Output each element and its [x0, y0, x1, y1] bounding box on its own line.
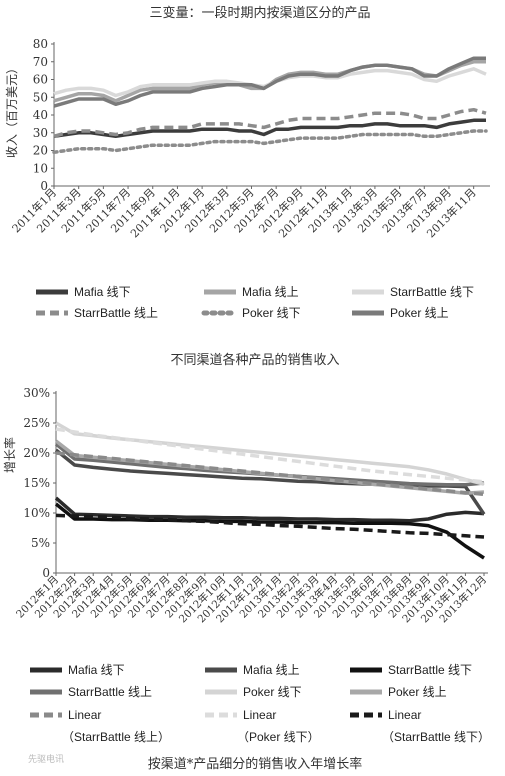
chart1-title: 三变量：一段时期内按渠道区分的产品	[149, 5, 370, 21]
legend-label: Poker 线下	[242, 306, 301, 320]
chart2-y-tick-label: 0	[42, 566, 50, 580]
chart1-series	[52, 56, 488, 155]
legend-label: Poker 线上	[388, 685, 447, 699]
legend-label: StarrBattle 线上	[68, 685, 152, 699]
chart2-title: 不同渠道各种产品的销售收入	[170, 352, 339, 368]
chart-growth: 不同渠道各种产品的销售收入 增长率 05%10%15%20%25%30%2012…	[2, 352, 490, 744]
chart1-y-tick-label: 0	[40, 179, 48, 193]
chart2-series-line	[54, 502, 485, 560]
chart-revenue: 三变量：一段时期内按渠道区分的产品 收入（百万美元） 0 10 20 30 40 50 60…	[5, 5, 490, 320]
chart1-y-tick-label: 70	[33, 55, 48, 69]
legend-label: Linear （Poker 线下）	[237, 708, 320, 744]
chart2-series-line	[55, 427, 485, 484]
chart1-y-tick-label: 30	[33, 126, 48, 140]
chart1-series-line	[53, 118, 486, 139]
chart1-y-tick-label: 50	[33, 90, 48, 104]
figure-caption: 按渠道*产品细分的销售收入年增长率	[148, 756, 363, 772]
chart2-y-tick-label: 20%	[23, 446, 50, 460]
legend-label: Linear （StarrBattle 线下）	[382, 708, 490, 744]
legend-label: Mafia 线上	[242, 285, 299, 299]
chart2-y-tick-label: 15%	[23, 476, 50, 490]
chart2-y-tick-label: 30%	[23, 386, 50, 400]
legend-label: StarrBattle 线上	[74, 306, 158, 320]
legend-label: Mafia 线下	[74, 285, 131, 299]
chart1-y-tick-label: 80	[33, 37, 48, 51]
chart1-axes: 010203040506070802011年1月2011年3月2011年5月20…	[9, 37, 490, 240]
chart2-y-tick-label: 25%	[23, 416, 50, 430]
chart2-series-line	[55, 513, 485, 539]
legend-label: Mafia 线下	[68, 663, 125, 677]
chart1-series-line	[52, 129, 488, 155]
chart2-series	[54, 421, 486, 560]
chart2-axes: 05%10%15%20%25%30%2012年1月2012年2月2012年3月2…	[13, 386, 489, 625]
chart2-series-line	[54, 448, 486, 516]
chart1-y-tick-label: 20	[33, 144, 48, 158]
chart1-series-line	[53, 56, 486, 108]
legend-label: Linear （StarrBattle 线上）	[62, 708, 170, 744]
legend-label: Mafia 线上	[243, 663, 300, 677]
chart1-y-tick-label: 60	[33, 73, 48, 87]
watermark: 先驱电讯	[28, 753, 64, 765]
legend-label: StarrBattle 线下	[388, 663, 472, 677]
chart2-y-tick-label: 5%	[31, 536, 50, 550]
chart1-y-tick-label: 40	[33, 108, 48, 122]
chart1-series-line	[53, 107, 487, 138]
chart2-series-line	[55, 451, 485, 497]
chart2-legend: Mafia 线下 Mafia 线上 StarrBattle 线下 StarrBattl…	[30, 663, 490, 744]
chart1-legend: Mafia 线下 Mafia 线上 StarrBattle 线下 StarrBattl…	[36, 285, 474, 320]
chart1-ylabel: 收入（百万美元）	[5, 62, 19, 158]
legend-label: StarrBattle 线下	[390, 285, 474, 299]
legend-label: Poker 线上	[390, 306, 449, 320]
chart2-series-line	[54, 496, 485, 523]
chart2-y-tick-label: 10%	[23, 506, 50, 520]
legend-label: Poker 线下	[243, 685, 302, 699]
chart2-ylabel: 增长率	[2, 437, 17, 473]
chart1-y-tick-label: 10	[33, 161, 48, 175]
